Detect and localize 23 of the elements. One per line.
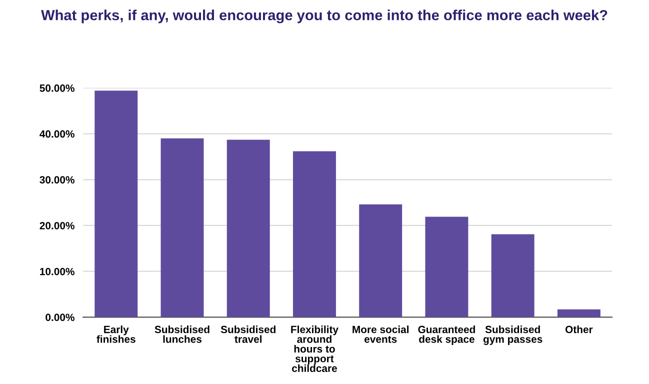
y-tick-label: 30.00% bbox=[40, 176, 74, 184]
x-tick-label: More social events bbox=[352, 326, 409, 343]
bar bbox=[292, 151, 336, 318]
bar bbox=[557, 309, 600, 318]
x-tick-label: Flexibility around hours to support childcare bbox=[291, 326, 338, 372]
bar bbox=[160, 138, 204, 318]
x-tick-label: Guaranteed desk space bbox=[418, 326, 475, 345]
bar bbox=[491, 234, 534, 318]
bar bbox=[226, 140, 270, 318]
bar bbox=[94, 90, 138, 318]
y-tick-label: 0.00% bbox=[46, 314, 74, 322]
y-tick-label: 20.00% bbox=[40, 222, 74, 230]
y-tick-label: 10.00% bbox=[40, 268, 74, 276]
x-tick-label: Early finishes bbox=[96, 326, 136, 343]
x-tick-label: Subsidised travel bbox=[220, 326, 276, 343]
x-tick-label: Subsidised gym passes bbox=[483, 326, 542, 345]
y-tick-label: 40.00% bbox=[40, 130, 74, 138]
y-tick-label: 50.00% bbox=[40, 84, 74, 92]
bar bbox=[425, 216, 468, 318]
x-tick-label: Other bbox=[565, 326, 593, 334]
chart-title: What perks, if any, would encourage you to come into the office more each week? bbox=[41, 10, 608, 24]
x-tick-label: Subsidised lunches bbox=[154, 326, 210, 343]
bar bbox=[359, 204, 402, 318]
